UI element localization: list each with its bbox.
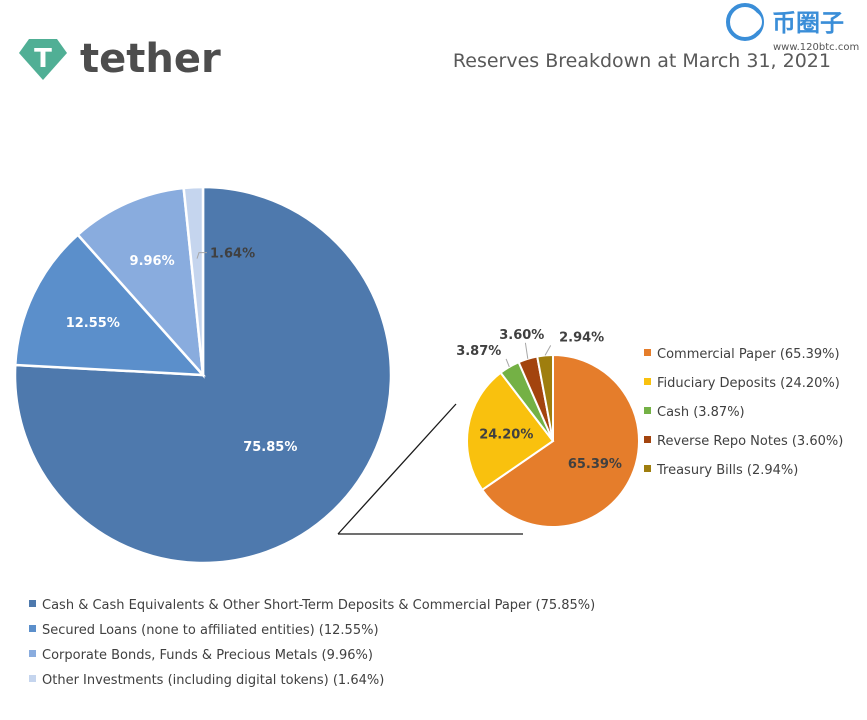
main-legend-label: Cash & Cash Equivalents & Other Short-Te… [42, 598, 595, 613]
breakdown-pie: 65.39% 24.20% 3.87%3.60% 2.94% [456, 328, 640, 528]
main-slice-label: 12.55% [66, 316, 120, 331]
main-legend-swatch [29, 625, 36, 632]
main-slice-label: 75.85% [243, 440, 297, 455]
connector-line-top [337, 403, 457, 535]
main-legend-label: Other Investments (including digital tok… [42, 673, 384, 688]
breakdown-legend-swatch [644, 349, 651, 356]
breakdown-slice-fiduciary-deposits [466, 371, 555, 492]
main-slice-other-investments [182, 185, 205, 376]
chart-title: Reserves Breakdown at March 31, 2021 [453, 50, 831, 72]
main-pie: 75.85% 12.55% 9.96% 1.64% [13, 185, 393, 565]
tether-t-glyph: T [34, 44, 52, 74]
main-slice-secured-loans [13, 232, 206, 377]
main-slice-corporate-bonds-funds-precious-metals [76, 186, 205, 379]
breakdown-slice-label: 3.87% [456, 344, 501, 359]
breakdown-slice-label: 3.60% [499, 328, 544, 343]
breakdown-legend: Commercial Paper (65.39%) Fiduciary Depos… [644, 347, 843, 478]
breakdown-legend-label: Treasury Bills (2.94%) [656, 463, 798, 478]
breakdown-legend-label: Fiduciary Deposits (24.20%) [657, 376, 840, 391]
breakdown-legend-label: Reverse Repo Notes (3.60%) [657, 434, 843, 449]
main-legend-swatch [29, 600, 36, 607]
breakdown-slice-label: 2.94% [559, 330, 604, 345]
breakdown-leader-line [544, 345, 552, 356]
breakdown-legend-swatch [644, 378, 651, 385]
breakdown-leader-line [505, 358, 510, 368]
tether-logo: T tether [19, 36, 221, 82]
watermark: 币圈子 www.120btc.com [726, 3, 859, 53]
main-legend-swatch [29, 675, 36, 682]
main-legend-swatch [29, 650, 36, 657]
main-legend: Cash & Cash Equivalents & Other Short-Te… [29, 598, 595, 688]
breakdown-slice-commercial-paper [480, 353, 640, 528]
main-leader-line [196, 252, 207, 259]
breakdown-legend-swatch [644, 465, 651, 472]
brand-name: tether [80, 36, 221, 82]
watermark-url: www.120btc.com [773, 42, 859, 53]
main-legend-label: Corporate Bonds, Funds & Precious Metals… [42, 648, 373, 663]
breakdown-slice-label: 65.39% [568, 457, 622, 472]
breakdown-legend-swatch [644, 436, 651, 443]
breakdown-legend-swatch [644, 407, 651, 414]
breakdown-leader-line [524, 342, 529, 359]
main-slice-label: 9.96% [130, 254, 175, 269]
watermark-text: 币圈子 [772, 9, 844, 37]
main-legend-label: Secured Loans (none to affiliated entiti… [42, 623, 379, 638]
breakdown-legend-label: Commercial Paper (65.39%) [657, 347, 840, 362]
breakdown-slice-label: 24.20% [479, 428, 533, 443]
tether-logo-icon [19, 39, 67, 80]
main-slice-label: 1.64% [210, 247, 255, 262]
breakdown-legend-label: Cash (3.87%) [657, 405, 745, 420]
